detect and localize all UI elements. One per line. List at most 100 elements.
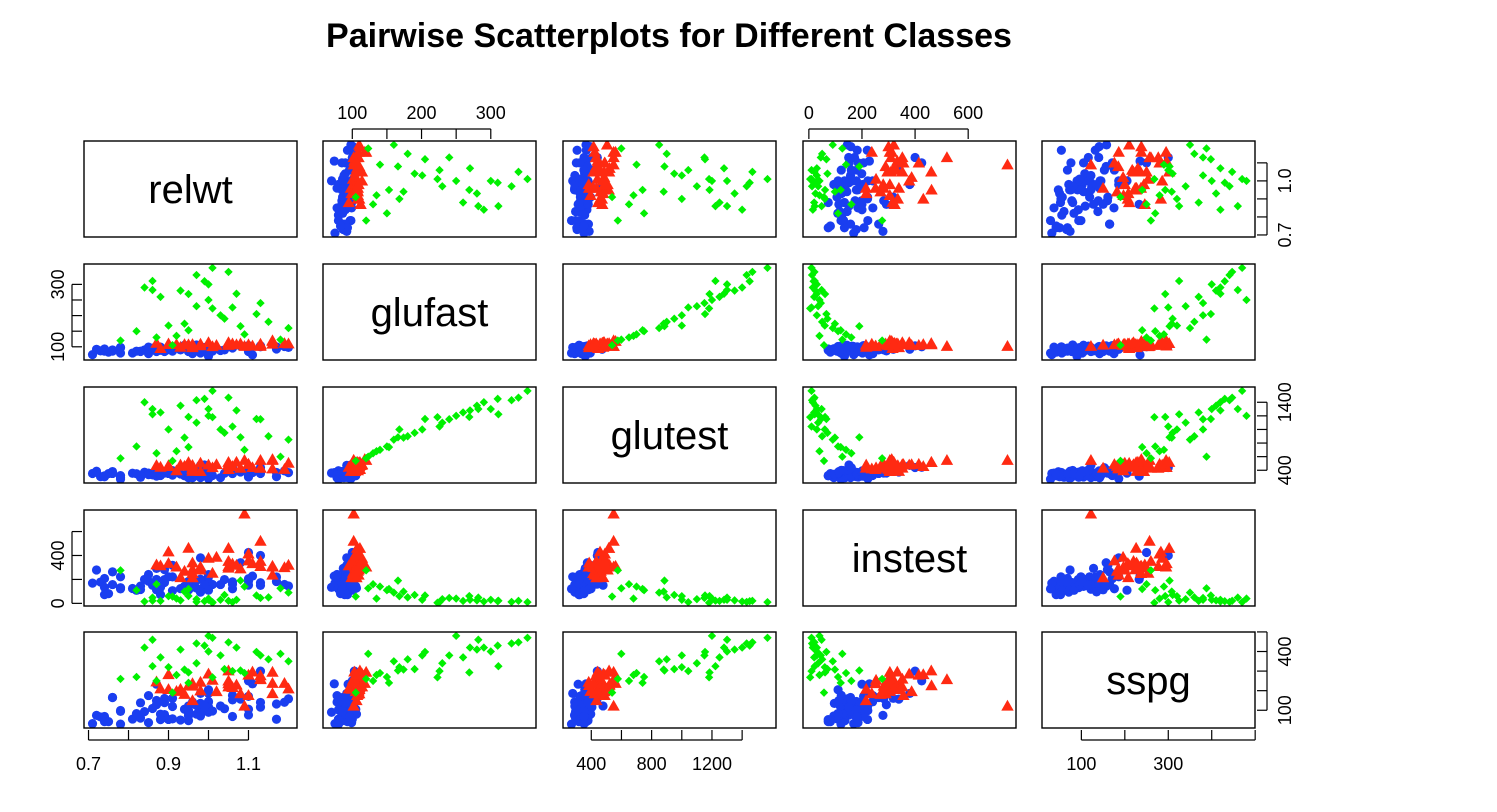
point-s2-5 (742, 270, 751, 280)
point-s2-6 (208, 304, 217, 313)
point-s2-4 (1161, 289, 1170, 299)
point-s2-12 (514, 638, 523, 647)
diagonal-panel-relwt: relwt (83, 140, 298, 238)
point-s2-17 (418, 171, 427, 180)
point-s2-1 (613, 216, 623, 225)
point-s2-29 (445, 153, 454, 162)
point-s1-20 (1108, 554, 1121, 566)
point-s2-3 (659, 187, 668, 196)
point-s2-32 (812, 406, 822, 415)
point-s1-32 (1118, 178, 1132, 190)
point-s0-33 (107, 692, 118, 703)
point-s2-15 (164, 662, 173, 672)
point-s1-34 (353, 141, 366, 150)
point-s1-32 (194, 456, 207, 468)
point-s2-19 (479, 643, 489, 652)
point-s2-1 (877, 336, 887, 345)
point-s1-15 (582, 556, 596, 568)
point-s0-67 (1091, 179, 1102, 190)
point-s2-16 (1137, 442, 1147, 452)
point-s2-22 (841, 330, 851, 339)
point-s0-57 (825, 717, 835, 727)
point-s2-14 (1165, 162, 1174, 171)
point-s0-24 (91, 565, 102, 575)
point-s0-70 (575, 691, 585, 701)
point-s2-2 (1116, 456, 1125, 466)
point-s2-23 (809, 653, 819, 662)
point-s1-33 (598, 668, 612, 680)
point-s2-20 (403, 593, 412, 602)
point-s2-16 (638, 678, 647, 688)
point-s2-21 (1181, 182, 1190, 191)
point-s2-22 (841, 445, 851, 455)
point-s1-35 (355, 555, 369, 566)
point-s2-26 (823, 169, 832, 178)
point-s2-8 (807, 303, 816, 312)
point-s2-23 (458, 408, 468, 417)
point-s2-31 (847, 333, 856, 342)
point-s2-12 (1227, 167, 1237, 177)
point-s2-17 (677, 171, 686, 180)
point-s1-33 (349, 156, 362, 168)
point-s1-24 (222, 541, 235, 553)
point-s2-4 (705, 668, 714, 677)
point-s1-33 (912, 668, 925, 680)
point-s2-26 (410, 590, 419, 600)
scatter-panel-instest-vs-sspg (1041, 509, 1256, 607)
point-s0-69 (834, 199, 844, 209)
point-s2-4 (465, 591, 474, 601)
point-s2-0 (1174, 410, 1184, 419)
point-s1-28 (869, 463, 882, 475)
point-s0-73 (846, 342, 856, 352)
scatter-panel-glutest-vs-glufast (322, 386, 537, 484)
point-s2-24 (389, 141, 399, 150)
point-s0-29 (1076, 215, 1086, 226)
point-s2-3 (1167, 187, 1176, 196)
point-s2-2 (168, 456, 177, 466)
point-s2-6 (1150, 598, 1159, 606)
point-s0-70 (243, 574, 254, 584)
tick-label-right_relwt-0: 0.7 (1275, 222, 1295, 247)
point-s1-35 (222, 680, 235, 692)
point-s2-18 (204, 632, 213, 641)
point-s2-21 (438, 659, 447, 668)
point-s2-15 (820, 194, 829, 204)
point-s2-30 (208, 387, 217, 396)
point-s1-32 (877, 178, 890, 190)
point-s2-1 (116, 454, 125, 463)
point-s1-30 (1096, 181, 1110, 193)
point-s2-2 (168, 688, 177, 697)
point-s1-17 (1001, 453, 1014, 465)
point-s1-26 (202, 336, 215, 348)
point-s0-36 (1056, 145, 1066, 155)
point-s1-16 (266, 687, 279, 699)
point-s1-34 (282, 337, 295, 349)
point-s0-17 (143, 717, 154, 728)
points (326, 387, 532, 483)
point-s2-28 (1151, 209, 1160, 218)
point-s1-7 (234, 687, 247, 699)
point-s2-26 (1168, 590, 1177, 600)
point-s1-17 (238, 699, 251, 711)
point-s2-9 (722, 176, 732, 186)
point-s2-0 (494, 410, 503, 419)
point-s2-0 (148, 661, 157, 671)
point-s2-26 (1168, 169, 1177, 178)
point-s1-3 (917, 192, 930, 204)
point-s0-56 (155, 715, 166, 725)
point-s0-54 (1080, 201, 1090, 211)
point-s1-26 (903, 667, 916, 679)
point-s2-13 (1233, 201, 1242, 211)
point-s0-74 (159, 698, 170, 708)
panel-frame (322, 140, 537, 238)
scatter-panel-sspg-vs-relwt (83, 631, 298, 729)
point-s2-13 (474, 635, 483, 644)
point-s1-17 (1084, 510, 1098, 519)
point-s1-25 (347, 534, 360, 546)
point-s2-26 (670, 169, 679, 178)
point-s1-30 (859, 694, 873, 706)
point-s1-26 (903, 174, 916, 186)
point-s2-9 (722, 647, 732, 656)
point-s0-72 (844, 702, 854, 712)
point-s2-2 (1116, 192, 1125, 202)
